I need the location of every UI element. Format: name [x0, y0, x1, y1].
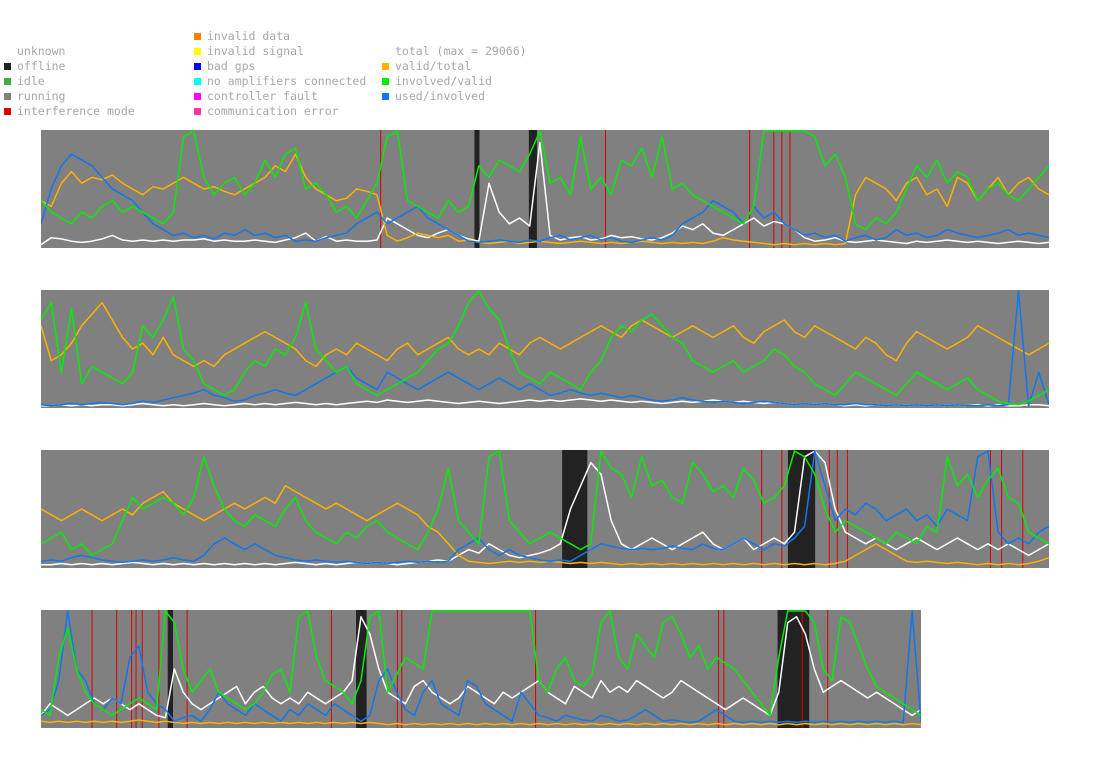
- running-background: [41, 610, 921, 728]
- series-used-involved: [41, 153, 1049, 244]
- series-involved-valid: [41, 610, 921, 717]
- legend-label-controller-fault: controller fault: [207, 89, 318, 103]
- series-valid-total: [41, 485, 1049, 566]
- offline-period-2: [787, 450, 816, 568]
- legend-swatch-offline: [4, 63, 11, 70]
- running-background: [41, 450, 1049, 568]
- legend-label-bad-gps: bad gps: [207, 59, 256, 73]
- legend-swatch-involved-valid: [382, 78, 389, 85]
- legend-label-communication-error: communication error: [207, 104, 339, 118]
- offline-period-1: [167, 610, 173, 728]
- legend-label-invalid-signal: invalid signal: [207, 44, 304, 58]
- series-valid-total: [41, 153, 1049, 246]
- legend-label-idle: idle: [17, 74, 45, 88]
- timeline-strip-1: [41, 130, 1049, 248]
- series-involved-valid: [41, 290, 1049, 406]
- legend-swatch-communication-error: [194, 108, 201, 115]
- timeline-strip-2: [41, 290, 1049, 408]
- legend-swatch-bad-gps: [194, 63, 201, 70]
- offline-period-3: [777, 610, 810, 728]
- series-valid-total: [41, 301, 1049, 368]
- legend-label-no-amplifiers-connected: no amplifiers connected: [207, 74, 367, 88]
- timeline-strip-4: [41, 610, 921, 728]
- legend-swatch-no-amplifiers-connected: [194, 78, 201, 85]
- legend-swatch-invalid-data: [194, 33, 201, 40]
- offline-period-1: [474, 130, 480, 248]
- offline-period-1: [562, 450, 588, 568]
- legend-label-used-involved: used/involved: [395, 89, 486, 103]
- series-involved-valid: [41, 450, 1049, 557]
- legend-swatch-running: [4, 93, 11, 100]
- legend-label-valid-total: valid/total: [395, 59, 472, 73]
- offline-period-2: [356, 610, 367, 728]
- legend-swatch-used-involved: [382, 93, 389, 100]
- timeline-strip-3: [41, 450, 1049, 568]
- series-used-involved: [41, 450, 1049, 565]
- legend-label-running: running: [17, 89, 66, 103]
- series-used-involved: [41, 290, 1049, 407]
- series-used-involved: [41, 610, 921, 724]
- legend-swatch-controller-fault: [194, 93, 201, 100]
- legend-label-involved-valid: involved/valid: [395, 74, 492, 88]
- series-valid-total: [41, 719, 921, 726]
- legend-swatch-valid-total: [382, 63, 389, 70]
- legend-label-offline: offline: [17, 59, 66, 73]
- legend-label-invalid-data: invalid data: [207, 29, 291, 43]
- legend-swatch-interference-mode: [4, 108, 11, 115]
- running-background: [41, 290, 1049, 408]
- legend-label-interference-mode: interference mode: [17, 104, 135, 118]
- legend-label-total: total (max = 29066): [395, 44, 527, 58]
- offline-period-2: [528, 130, 537, 248]
- legend-swatch-invalid-signal: [194, 48, 201, 55]
- legend-swatch-idle: [4, 78, 11, 85]
- series-involved-valid: [41, 130, 1049, 231]
- legend-label-unknown: unknown: [17, 44, 66, 58]
- series-total: [41, 141, 1049, 246]
